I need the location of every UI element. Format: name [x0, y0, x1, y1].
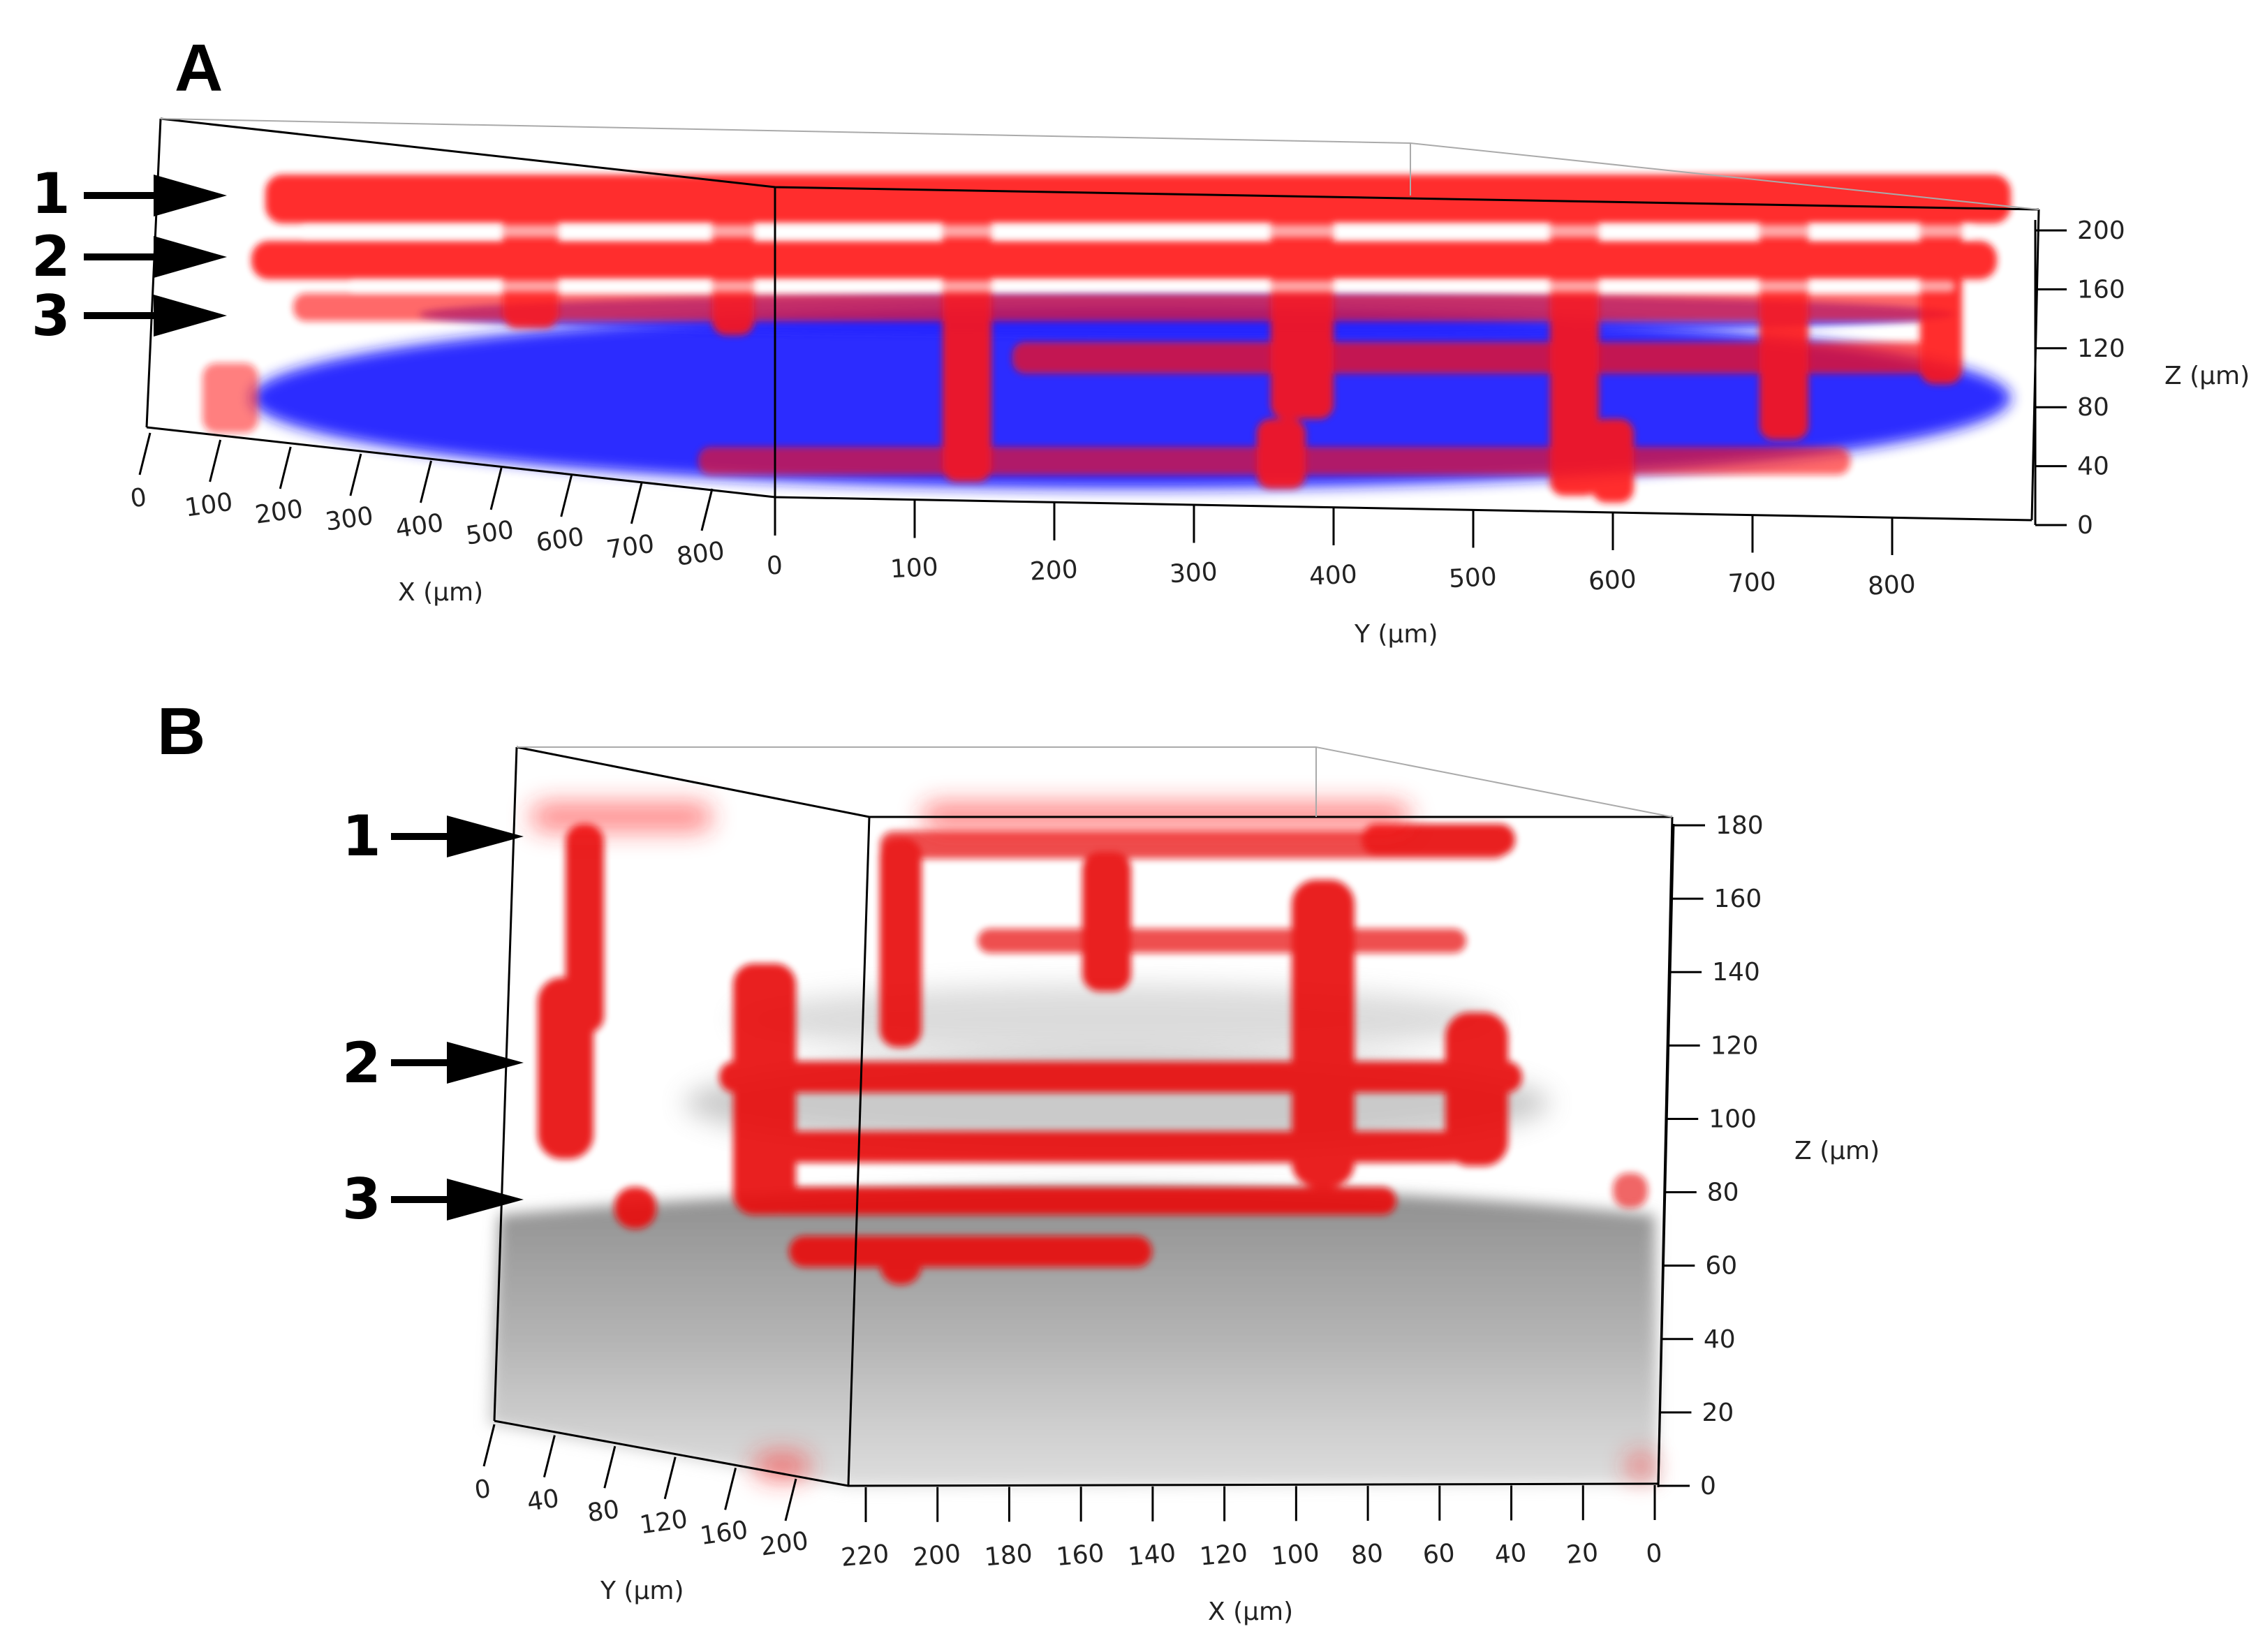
panel-b-z-tick-label: 80 — [1707, 1179, 1739, 1207]
panel-b-y-tick-mark — [543, 1435, 556, 1477]
panel-a: A — [31, 31, 2250, 649]
panel-b-arrow-2: 2 — [342, 1031, 524, 1096]
panel-b-arrow-3: 3 — [342, 1167, 524, 1232]
arrow-1-number: 1 — [31, 161, 71, 226]
panel-b-x-tick-label: 20 — [1565, 1538, 1600, 1570]
panel-a-x-tick-mark — [349, 453, 362, 496]
panel-b-x-tick-label: 160 — [1055, 1539, 1105, 1572]
panel-b-z-tick-label: 160 — [1714, 885, 1762, 913]
panel-b-z-tick-label: 40 — [1704, 1325, 1736, 1354]
panel-b-z-axis: 180 160 140 120 100 80 60 40 20 0 Z (µm) — [1657, 811, 1880, 1500]
arrow-2-number: 2 — [31, 224, 71, 289]
panel-b-x-tick-label: 60 — [1422, 1539, 1456, 1570]
panel-a-y-tick-label: 700 — [1727, 568, 1777, 599]
panel-a-x-tick-label: 800 — [675, 537, 727, 572]
arrow-3-number: 3 — [342, 1167, 381, 1232]
panel-b-x-tick-label: 80 — [1350, 1539, 1384, 1570]
panel-b-y-tick-label: 200 — [759, 1527, 811, 1562]
panel-a-z-axis: 200 160 120 80 40 0 Z (µm) — [2034, 216, 2250, 540]
panel-a-x-tick-mark — [700, 488, 714, 531]
panel-b-y-tick-mark — [482, 1424, 496, 1467]
panel-a-x-axis: 0 100 200 300 400 500 600 700 800 X (µm) — [128, 432, 727, 607]
panel-a-x-tick-mark — [420, 460, 432, 503]
panel-a-x-tick-label: 0 — [128, 483, 148, 514]
arrow-1-number: 1 — [342, 804, 381, 869]
panel-a-x-tick-mark — [279, 446, 292, 489]
panel-a-y-tick-label: 400 — [1308, 560, 1358, 591]
panel-b: B — [157, 694, 1880, 1626]
panel-b-volume — [489, 803, 1658, 1487]
panel-a-z-tick-label: 80 — [2077, 393, 2109, 422]
panel-b-y-tick-label: 120 — [638, 1505, 690, 1540]
panel-a-arrow-2: 2 — [31, 224, 227, 289]
panel-b-y-tick-mark — [603, 1445, 617, 1489]
panel-a-x-tick-mark — [560, 474, 573, 517]
panel-b-arrow-1: 1 — [342, 804, 524, 869]
panel-a-x-tick-label: 700 — [605, 530, 656, 565]
panel-a-y-tick-label: 200 — [1029, 555, 1079, 587]
panel-b-z-title: Z (µm) — [1794, 1137, 1880, 1165]
panel-a-y-tick-label: 500 — [1448, 563, 1498, 594]
panel-b-z-tick-label: 180 — [1716, 811, 1764, 840]
panel-b-x-tick-label: 0 — [1645, 1539, 1663, 1569]
panel-a-label: A — [175, 31, 223, 105]
panel-a-y-tick-label: 100 — [890, 553, 939, 584]
panel-b-z-tick-label: 0 — [1700, 1472, 1716, 1500]
panel-b-x-tick-label: 140 — [1127, 1539, 1177, 1572]
panel-a-z-tick-label: 120 — [2077, 334, 2125, 363]
panel-b-y-title: Y (µm) — [600, 1577, 684, 1605]
panel-b-y-axis: 0 40 80 120 160 200 Y (µm) — [473, 1424, 810, 1605]
panel-b-z-tick-label: 140 — [1712, 958, 1760, 987]
panel-a-x-tick-label: 200 — [253, 495, 305, 530]
panel-b-y-tick-label: 0 — [473, 1475, 492, 1505]
panel-a-x-tick-mark — [489, 467, 503, 510]
panel-b-x-tick-label: 200 — [912, 1540, 962, 1572]
panel-b-x-tick-label: 120 — [1199, 1539, 1249, 1572]
panel-b-x-tick-label: 180 — [983, 1540, 1033, 1572]
panel-b-x-tick-label: 100 — [1270, 1538, 1320, 1571]
panel-a-x-tick-mark — [209, 439, 222, 482]
panel-b-y-tick-label: 80 — [586, 1495, 621, 1528]
panel-a-z-tick-label: 0 — [2077, 511, 2093, 540]
panel-a-x-tick-mark — [138, 432, 152, 475]
panel-b-y-tick-mark — [663, 1456, 677, 1500]
panel-a-z-tick-label: 200 — [2077, 216, 2125, 245]
arrow-3-number: 3 — [31, 283, 71, 348]
panel-b-y-tick-label: 160 — [698, 1516, 750, 1551]
panel-b-label: B — [157, 694, 205, 769]
panel-b-y-tick-mark — [724, 1468, 737, 1510]
panel-a-y-title: Y (µm) — [1354, 620, 1438, 649]
panel-b-y-tick-label: 40 — [525, 1484, 561, 1517]
panel-b-z-tick-label: 60 — [1705, 1252, 1737, 1281]
panel-a-x-tick-label: 100 — [183, 488, 235, 523]
panel-b-x-tick-label: 40 — [1493, 1539, 1528, 1570]
panel-a-z-title: Z (µm) — [2164, 362, 2250, 390]
panel-a-y-tick-label: 800 — [1867, 570, 1917, 601]
panel-a-z-tick-label: 40 — [2077, 452, 2109, 481]
panel-a-x-tick-label: 500 — [464, 516, 516, 551]
panel-a-x-tick-label: 400 — [394, 509, 445, 544]
panel-a-y-tick-label: 300 — [1169, 558, 1218, 589]
panel-a-x-tick-label: 300 — [323, 502, 375, 537]
panel-a-x-tick-label: 600 — [534, 523, 586, 558]
panel-a-arrow-3: 3 — [31, 283, 227, 348]
panel-b-z-tick-label: 20 — [1702, 1399, 1734, 1427]
panel-a-x-tick-mark — [630, 481, 643, 524]
panel-b-y-tick-mark — [784, 1478, 797, 1521]
panel-a-volume — [202, 175, 2011, 503]
panel-a-y-axis: 0 100 200 300 400 500 600 700 800 Y (µm) — [766, 497, 1917, 649]
panel-b-x-axis: 220 200 180 160 140 120 100 80 60 40 20 0 X (µm) — [840, 1485, 1663, 1626]
panel-a-arrow-1: 1 — [31, 161, 227, 226]
panel-a-y-tick-label: 600 — [1588, 565, 1637, 596]
panel-b-x-title: X (µm) — [1208, 1598, 1293, 1626]
panel-a-z-tick-label: 160 — [2077, 275, 2125, 304]
arrow-2-number: 2 — [342, 1031, 381, 1096]
panel-a-y-tick-label: 0 — [766, 551, 783, 580]
panel-a-x-title: X (µm) — [398, 578, 483, 607]
panel-b-z-tick-label: 120 — [1711, 1031, 1759, 1060]
panel-b-x-tick-label: 220 — [840, 1540, 890, 1572]
panel-b-z-tick-label: 100 — [1709, 1105, 1757, 1133]
